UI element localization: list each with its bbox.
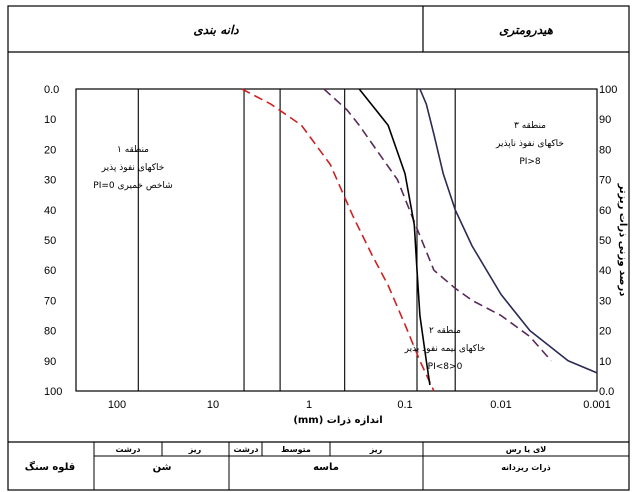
zone2-line2: 0<PI<8 xyxy=(428,362,463,372)
table-gravel-fine: ریز xyxy=(188,445,202,454)
zone2-line1: خاکهای نیمه نفوذ پذیر xyxy=(404,344,486,354)
y-right-tick-label: 10 xyxy=(599,356,611,368)
table-fines-sub: ذرات ریزدانه xyxy=(501,463,551,472)
y-right-tick-label: 70 xyxy=(599,175,611,187)
zone1-title: منطقه ۱ xyxy=(117,145,149,155)
header-left-title: دانه بندی xyxy=(193,23,239,37)
x-axis-label: اندازه ذرات (mm) xyxy=(293,415,382,426)
table-sand-medium: متوسط xyxy=(281,445,311,454)
y-right-tick-label: 40 xyxy=(599,265,611,277)
table-sand: ماسه xyxy=(313,462,339,473)
curve-3 xyxy=(419,88,598,374)
y-left-ticks: 0.0 10 20 30 40 50 60 70 80 90 100 xyxy=(44,84,62,398)
y-left-tick-label: 0.0 xyxy=(44,84,59,96)
y-left-tick-label: 90 xyxy=(44,356,56,368)
y-right-tick-label: 60 xyxy=(599,205,611,217)
zone1-line2: شاخص خمیری PI=0 xyxy=(93,181,172,191)
y-left-tick-label: 80 xyxy=(44,326,56,338)
table-fines: لای یا رس xyxy=(506,445,547,455)
y-left-tick-label: 70 xyxy=(44,295,56,307)
y-right-tick-label: 30 xyxy=(599,295,611,307)
zone2-title: منطقه ۲ xyxy=(429,326,461,336)
y-right-tick-label: 0.0 xyxy=(599,386,614,398)
x-tick-label: 1 xyxy=(306,399,312,411)
table-gravel-coarse: درشت xyxy=(115,445,140,454)
y-right-tick-label: 20 xyxy=(599,326,611,338)
table-sand-fine: ریز xyxy=(369,445,383,454)
zone3-title: منطقه ۳ xyxy=(514,121,546,131)
zone1-line1: خاکهای نفوذ پذیر xyxy=(101,163,165,173)
y-right-ticks: 100 90 80 70 60 50 40 30 20 10 0.0 xyxy=(599,84,617,398)
outer-frame xyxy=(7,5,630,491)
x-tick-label: 100 xyxy=(108,399,126,411)
table-sand-coarse: درشت xyxy=(233,445,258,454)
zone3-line2: PI>8 xyxy=(519,157,541,167)
y-left-tick-label: 40 xyxy=(44,205,56,217)
x-tick-label: 0.001 xyxy=(583,399,611,411)
y-right-tick-label: 90 xyxy=(599,114,611,126)
plot-frame xyxy=(75,88,598,392)
y-left-tick-label: 20 xyxy=(44,144,56,156)
y-right-tick-label: 80 xyxy=(599,144,611,156)
curve-2 xyxy=(358,88,431,386)
curves xyxy=(241,88,598,392)
table-gravel: شن xyxy=(153,462,172,473)
y-left-tick-label: 60 xyxy=(44,265,56,277)
y-axis-label-right: درصد وزنی ذرات ریزتر xyxy=(617,183,628,297)
curve-1 xyxy=(323,88,552,362)
y-left-tick-label: 10 xyxy=(44,114,56,126)
x-tick-label: 0.01 xyxy=(490,399,511,411)
y-right-tick-label: 50 xyxy=(599,235,611,247)
x-tick-label: 0.1 xyxy=(397,399,412,411)
x-tick-label: 10 xyxy=(207,399,219,411)
header-right-title: هیدرومتری xyxy=(499,23,554,38)
table-boulder: قلوه سنگ xyxy=(25,461,75,473)
y-left-tick-label: 50 xyxy=(44,235,56,247)
y-right-tick-label: 100 xyxy=(599,84,617,96)
x-ticks: 100 10 1 0.1 0.01 0.001 xyxy=(108,399,611,411)
zone3-line1: خاکهای نفوذ ناپذیر xyxy=(495,139,564,149)
y-left-tick-label: 30 xyxy=(44,175,56,187)
vertical-boundary-lines xyxy=(137,89,456,391)
y-left-tick-label: 100 xyxy=(44,386,62,398)
curve-0 xyxy=(241,88,435,392)
